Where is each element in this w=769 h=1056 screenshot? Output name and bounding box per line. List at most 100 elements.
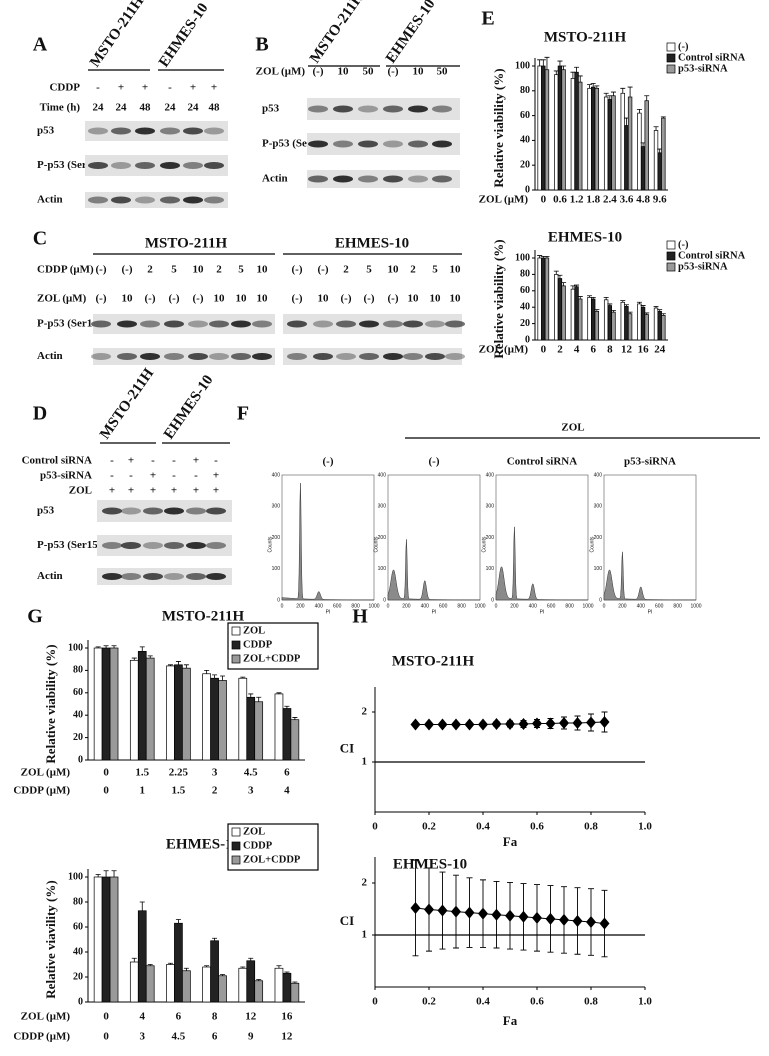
- marker: [572, 914, 583, 927]
- error-bar: [544, 255, 550, 258]
- error-bar: [574, 66, 580, 73]
- error-bar: [183, 664, 189, 669]
- error-bar: [276, 965, 282, 969]
- blot-band: [183, 127, 203, 135]
- flow-y-label: Counts: [267, 536, 273, 552]
- condition-label: CDDP (μM): [37, 264, 94, 276]
- legend-swatch: [231, 640, 241, 650]
- y-tick-label: 20: [73, 971, 83, 982]
- flow-y-tick: 0: [491, 597, 494, 603]
- flow-histogram: [603, 551, 697, 601]
- error-bar: [590, 296, 596, 299]
- x-tick-label: 3.6: [620, 194, 634, 206]
- legend-label: ZOL: [243, 826, 265, 837]
- marker: [410, 718, 421, 731]
- y-tick-label: 20: [520, 159, 530, 170]
- flow-y-tick: 300: [272, 504, 281, 510]
- bar: [282, 972, 292, 1003]
- marker: [451, 718, 461, 731]
- blot-band: [164, 542, 184, 549]
- marker: [559, 717, 569, 729]
- condition-value: 48: [140, 102, 152, 114]
- condition-value: -: [172, 455, 176, 467]
- flow-x-tick: 600: [547, 603, 556, 609]
- legend-swatch: [231, 855, 241, 865]
- flow-y-tick: 100: [272, 566, 281, 572]
- condition-value: 2: [343, 264, 349, 276]
- bar: [603, 96, 609, 191]
- x-tick-label: 3: [140, 1031, 146, 1043]
- error-bar: [623, 304, 629, 307]
- condition-value: +: [109, 485, 115, 497]
- condition-value: 10: [257, 264, 269, 276]
- y-tick-label: 2: [362, 706, 368, 718]
- blot-label: Actin: [37, 350, 63, 362]
- flow-y-label: Counts: [373, 536, 379, 552]
- bar: [620, 301, 625, 341]
- y-tick-label: 40: [520, 301, 530, 312]
- bar: [202, 673, 211, 761]
- flow-title: p53-siRNA: [624, 456, 676, 468]
- blot-band: [91, 320, 111, 328]
- cell-line: EHMES-10: [161, 372, 217, 442]
- error-bar: [577, 296, 583, 299]
- blot-band: [117, 320, 137, 328]
- blot-label: Actin: [37, 194, 63, 206]
- bar: [627, 96, 633, 191]
- blot-band: [111, 196, 131, 204]
- blot-band: [308, 105, 328, 113]
- condition-value: +: [211, 82, 217, 94]
- marker: [478, 907, 488, 920]
- condition-value: (-): [169, 293, 180, 305]
- condition-value: (-): [96, 293, 107, 305]
- condition-value: +: [128, 485, 134, 497]
- blot-band: [206, 573, 226, 580]
- bar: [93, 647, 103, 761]
- bar: [145, 965, 155, 1003]
- blot-band: [252, 353, 272, 360]
- marker: [505, 718, 515, 730]
- condition-value: 5: [171, 264, 177, 276]
- x-axis-label: CDDP (μM): [13, 1031, 70, 1043]
- blot-band: [160, 162, 180, 169]
- flow-y-tick: 200: [594, 535, 603, 541]
- flow-x-tick: 400: [315, 603, 324, 609]
- blot-band: [308, 175, 328, 183]
- flow-frame: [603, 474, 697, 601]
- flow-x-label: PI: [432, 609, 437, 615]
- condition-value: (-): [96, 264, 107, 276]
- condition-value: 24: [116, 102, 128, 114]
- blot-band: [135, 127, 155, 135]
- condition-value: 10: [193, 264, 205, 276]
- legend-label: Control siRNA: [678, 52, 746, 63]
- bar: [620, 92, 625, 191]
- error-bar: [620, 300, 626, 303]
- error-bar: [95, 646, 101, 648]
- blot-band: [121, 507, 141, 515]
- x-tick-label: 1.0: [638, 996, 652, 1008]
- bar: [570, 288, 576, 341]
- error-bar: [557, 60, 563, 66]
- bar: [607, 99, 612, 191]
- x-tick-label: 24: [654, 344, 666, 356]
- x-tick-label: 4: [284, 785, 290, 797]
- blot-label: Actin: [37, 570, 63, 582]
- flow-y-tick: 200: [378, 535, 387, 541]
- bar: [644, 100, 649, 191]
- bar: [274, 693, 284, 761]
- bar: [557, 278, 563, 341]
- marker: [464, 906, 475, 919]
- flow-y-tick: 400: [594, 472, 603, 478]
- x-tick-label: 12: [281, 1031, 293, 1043]
- legend-label: (-): [678, 41, 689, 52]
- error-bar: [95, 874, 101, 877]
- bar: [578, 298, 583, 341]
- bar: [554, 74, 559, 191]
- condition-value: +: [171, 485, 177, 497]
- cell-line: MSTO-211H: [145, 235, 228, 251]
- chart-title: MSTO-211H: [544, 29, 627, 45]
- error-bar: [644, 312, 650, 315]
- x-tick-label: 2: [557, 344, 563, 356]
- legend-label: ZOL: [243, 625, 265, 636]
- condition-value: 24: [165, 102, 177, 114]
